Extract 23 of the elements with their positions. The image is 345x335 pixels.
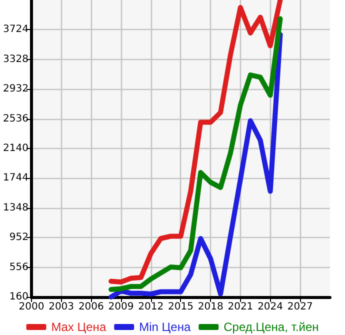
y-tick-label: 2536 [2,113,28,124]
y-tick-label: 2932 [2,84,28,95]
y-tick-label: 1348 [2,202,28,214]
x-tick-label: 2003 [48,302,74,312]
x-tick-label: 2009 [108,302,134,312]
x-tick-label: 2015 [168,302,194,312]
y-tick-label: 3724 [2,24,28,36]
legend-label: Сред.Цена, т.йен [224,320,319,334]
x-tick-label: 2021 [228,302,254,312]
legend-label: Max Цена [51,320,106,334]
x-tick-label: 2024 [258,302,284,312]
y-tick-label: 556 [9,262,28,273]
legend-label: Min Цена [139,320,191,334]
y-tick-label: 1744 [2,172,28,184]
y-tick-label: 160 [9,292,28,302]
x-tick-label: 2018 [198,302,224,312]
y-tick-label: 952 [9,232,28,244]
x-tick-label: 2000 [18,302,44,312]
y-tick-label: 2140 [2,143,28,154]
x-tick-label: 2006 [78,302,104,312]
y-tick-label: 3328 [2,54,28,65]
x-tick-label: 2012 [138,302,164,312]
x-tick-label: 2027 [287,302,313,312]
